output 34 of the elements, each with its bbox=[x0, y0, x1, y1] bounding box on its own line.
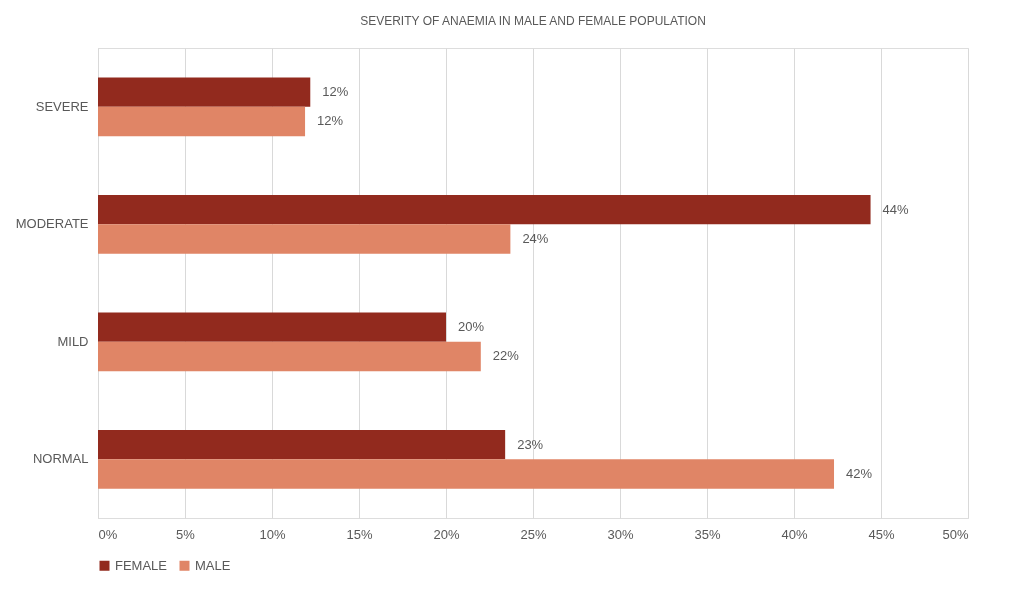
bar bbox=[98, 341, 481, 372]
x-tick-label: 45% bbox=[868, 526, 895, 542]
x-tick-label: 30% bbox=[607, 526, 634, 542]
x-tick-label: 0% bbox=[98, 526, 118, 542]
y-tick-label: NORMAL bbox=[32, 451, 89, 467]
data-label: 24% bbox=[522, 230, 549, 246]
x-tick-label: 40% bbox=[781, 526, 808, 542]
chart-title: SEVERITY OF ANAEMIA IN MALE AND FEMALE POPULATION bbox=[360, 14, 706, 28]
x-tick-label: 15% bbox=[346, 526, 373, 542]
data-label: 12% bbox=[317, 113, 344, 129]
x-tick-label: 20% bbox=[433, 526, 460, 542]
y-tick-label: MILD bbox=[57, 333, 89, 349]
bar bbox=[98, 106, 306, 137]
y-tick-label: MODERATE bbox=[15, 216, 89, 232]
y-tick-label: SEVERE bbox=[35, 98, 89, 114]
legend-label: MALE bbox=[195, 557, 231, 573]
x-tick-label: 25% bbox=[520, 526, 547, 542]
bar bbox=[98, 194, 871, 225]
bar bbox=[98, 224, 511, 254]
data-label: 23% bbox=[517, 436, 544, 452]
data-label: 20% bbox=[458, 319, 485, 335]
data-label: 44% bbox=[882, 201, 910, 217]
x-tick-label: 10% bbox=[259, 526, 286, 542]
bar bbox=[98, 459, 835, 489]
data-label: 42% bbox=[846, 465, 873, 481]
data-label: 12% bbox=[322, 84, 349, 100]
bar bbox=[98, 312, 446, 342]
x-tick-label: 35% bbox=[694, 526, 721, 542]
bar bbox=[98, 429, 506, 460]
data-label: 22% bbox=[492, 348, 520, 364]
x-tick-label: 50% bbox=[942, 526, 969, 542]
x-tick-label: 5% bbox=[176, 526, 196, 542]
bar bbox=[98, 77, 311, 107]
legend-label: FEMALE bbox=[115, 557, 168, 573]
